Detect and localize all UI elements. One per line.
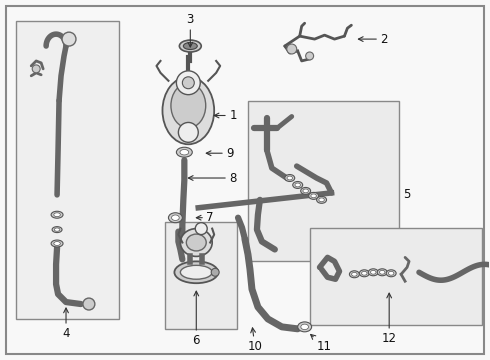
Ellipse shape: [368, 269, 378, 276]
Ellipse shape: [379, 270, 385, 274]
Circle shape: [306, 52, 314, 60]
Text: 7: 7: [196, 211, 214, 224]
Circle shape: [178, 122, 198, 142]
Bar: [166, 222, 237, 329]
Ellipse shape: [186, 234, 206, 251]
Ellipse shape: [303, 189, 308, 193]
Circle shape: [211, 268, 219, 276]
Ellipse shape: [309, 192, 318, 199]
Ellipse shape: [317, 196, 326, 203]
Ellipse shape: [386, 270, 396, 277]
Circle shape: [32, 65, 40, 73]
Bar: [310, 228, 482, 325]
Text: 4: 4: [62, 308, 70, 340]
Ellipse shape: [285, 175, 294, 181]
Ellipse shape: [163, 77, 214, 144]
Circle shape: [176, 71, 200, 95]
Ellipse shape: [349, 271, 359, 278]
Ellipse shape: [172, 215, 179, 220]
Ellipse shape: [352, 273, 357, 276]
Ellipse shape: [389, 271, 394, 275]
Text: 2: 2: [358, 33, 388, 46]
Circle shape: [182, 77, 195, 89]
Text: 12: 12: [382, 293, 397, 345]
Ellipse shape: [295, 183, 300, 187]
Ellipse shape: [54, 213, 60, 217]
Ellipse shape: [293, 181, 303, 188]
Ellipse shape: [362, 271, 367, 275]
Ellipse shape: [54, 242, 60, 246]
Ellipse shape: [180, 149, 189, 155]
Ellipse shape: [287, 176, 293, 180]
Ellipse shape: [319, 198, 324, 202]
Ellipse shape: [311, 194, 317, 198]
Ellipse shape: [171, 83, 206, 128]
Circle shape: [287, 44, 297, 54]
Ellipse shape: [301, 188, 311, 194]
Bar: [248, 100, 399, 261]
Ellipse shape: [179, 40, 201, 52]
Text: 11: 11: [311, 334, 332, 353]
Ellipse shape: [298, 322, 312, 332]
Bar: [16, 21, 119, 319]
Ellipse shape: [377, 269, 387, 276]
Ellipse shape: [359, 270, 369, 277]
Ellipse shape: [180, 229, 212, 256]
Ellipse shape: [176, 147, 192, 157]
Text: 5: 5: [403, 188, 411, 201]
Ellipse shape: [180, 265, 212, 279]
Ellipse shape: [51, 240, 63, 247]
Ellipse shape: [174, 261, 218, 283]
Circle shape: [62, 32, 76, 46]
Text: 6: 6: [193, 291, 200, 347]
Text: 8: 8: [188, 171, 237, 185]
Ellipse shape: [54, 228, 60, 231]
Ellipse shape: [183, 42, 197, 50]
Ellipse shape: [301, 324, 309, 330]
Ellipse shape: [51, 211, 63, 218]
Text: 3: 3: [187, 13, 194, 47]
Circle shape: [83, 298, 95, 310]
Ellipse shape: [169, 213, 182, 223]
Ellipse shape: [52, 227, 62, 233]
Text: 1: 1: [214, 109, 237, 122]
Text: 10: 10: [247, 328, 262, 353]
Text: 9: 9: [206, 147, 234, 160]
Circle shape: [196, 223, 207, 235]
Ellipse shape: [370, 270, 376, 274]
